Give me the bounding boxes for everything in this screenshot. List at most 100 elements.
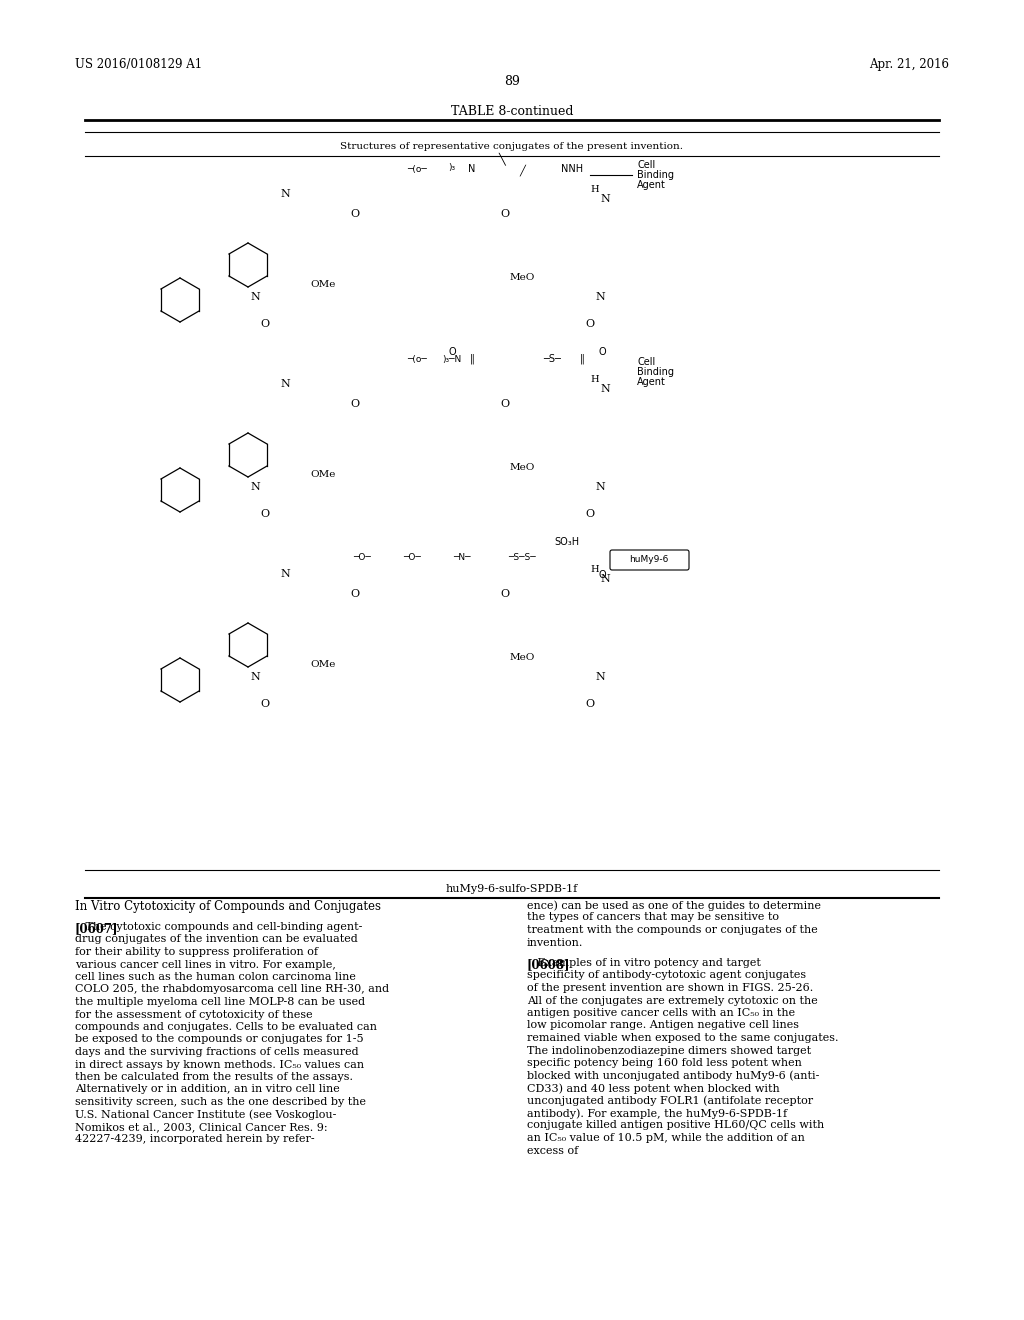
- Text: invention.: invention.: [527, 937, 584, 948]
- Text: Nomikos et al., 2003, Clinical Cancer Res. 9:: Nomikos et al., 2003, Clinical Cancer Re…: [75, 1122, 328, 1133]
- Text: the multiple myeloma cell line MOLP-8 can be used: the multiple myeloma cell line MOLP-8 ca…: [75, 997, 366, 1007]
- Text: H: H: [591, 185, 599, 194]
- Bar: [85, 158, 939, 337]
- Text: COLO 205, the rhabdomyosarcoma cell line RH-30, and: COLO 205, the rhabdomyosarcoma cell line…: [75, 985, 389, 994]
- Text: 89: 89: [504, 75, 520, 88]
- Text: MeO: MeO: [510, 273, 535, 282]
- Text: ─(o─: ─(o─: [408, 165, 427, 174]
- Text: ─O─: ─O─: [353, 553, 371, 562]
- Bar: [85, 539, 939, 862]
- Text: N: N: [600, 194, 610, 205]
- Text: OMe: OMe: [310, 280, 336, 289]
- Text: O: O: [586, 510, 595, 519]
- Text: specificity of antibody-cytotoxic agent conjugates: specificity of antibody-cytotoxic agent …: [527, 970, 806, 981]
- Text: N: N: [600, 384, 610, 393]
- Text: remained viable when exposed to the same conjugates.: remained viable when exposed to the same…: [527, 1034, 839, 1043]
- Text: 42227-4239, incorporated herein by refer-: 42227-4239, incorporated herein by refer…: [75, 1134, 314, 1144]
- Text: O: O: [501, 399, 510, 409]
- Text: N: N: [250, 482, 260, 492]
- Text: N: N: [600, 574, 610, 583]
- Text: O: O: [350, 399, 359, 409]
- Text: )₃: )₃: [449, 162, 456, 172]
- Text: O: O: [598, 570, 606, 579]
- Text: of the present invention are shown in FIGS. 25-26.: of the present invention are shown in FI…: [527, 983, 813, 993]
- Text: then be calculated from the results of the assays.: then be calculated from the results of t…: [75, 1072, 353, 1082]
- Text: Agent: Agent: [637, 180, 666, 190]
- Text: an IC₅₀ value of 10.5 pM, while the addition of an: an IC₅₀ value of 10.5 pM, while the addi…: [527, 1133, 805, 1143]
- Text: CD33) and 40 less potent when blocked with: CD33) and 40 less potent when blocked wi…: [527, 1082, 779, 1093]
- Text: compounds and conjugates. Cells to be evaluated can: compounds and conjugates. Cells to be ev…: [75, 1022, 377, 1032]
- Text: unconjugated antibody FOLR1 (antifolate receptor: unconjugated antibody FOLR1 (antifolate …: [527, 1096, 813, 1106]
- Text: O: O: [586, 319, 595, 329]
- Text: O: O: [350, 589, 359, 599]
- Text: TABLE 8-continued: TABLE 8-continued: [451, 106, 573, 117]
- FancyBboxPatch shape: [610, 550, 689, 570]
- Text: N: N: [595, 292, 605, 302]
- Text: US 2016/0108129 A1: US 2016/0108129 A1: [75, 58, 202, 71]
- Text: sensitivity screen, such as the one described by the: sensitivity screen, such as the one desc…: [75, 1097, 366, 1107]
- Text: )₃─N: )₃─N: [442, 355, 462, 364]
- Text: Cell: Cell: [637, 356, 655, 367]
- Text: H: H: [591, 565, 599, 574]
- Text: N: N: [281, 569, 290, 579]
- Text: Binding: Binding: [637, 170, 674, 180]
- Text: N: N: [468, 164, 476, 174]
- Text: N: N: [595, 672, 605, 682]
- Text: Examples of in vitro potency and target: Examples of in vitro potency and target: [527, 958, 761, 968]
- Text: various cancer cell lines in vitro. For example,: various cancer cell lines in vitro. For …: [75, 960, 336, 969]
- Text: N: N: [250, 292, 260, 302]
- Text: ─N─: ─N─: [454, 553, 471, 562]
- Text: O: O: [501, 209, 510, 219]
- Text: for their ability to suppress proliferation of: for their ability to suppress proliferat…: [75, 946, 318, 957]
- Text: The indolinobenzodiazepine dimers showed target: The indolinobenzodiazepine dimers showed…: [527, 1045, 811, 1056]
- Text: NNH: NNH: [561, 164, 583, 174]
- Text: Binding: Binding: [637, 367, 674, 378]
- Text: ‖: ‖: [580, 354, 585, 364]
- Text: MeO: MeO: [510, 463, 535, 473]
- Text: ─(o─: ─(o─: [408, 355, 427, 364]
- Text: cell lines such as the human colon carcinoma line: cell lines such as the human colon carci…: [75, 972, 356, 982]
- Text: OMe: OMe: [310, 660, 336, 669]
- Text: antigen positive cancer cells with an IC₅₀ in the: antigen positive cancer cells with an IC…: [527, 1008, 795, 1018]
- Text: for the assessment of cytotoxicity of these: for the assessment of cytotoxicity of th…: [75, 1010, 312, 1019]
- Text: O: O: [501, 589, 510, 599]
- Text: treatment with the compounds or conjugates of the: treatment with the compounds or conjugat…: [527, 925, 818, 935]
- Text: antibody). For example, the huMy9-6-SPDB-1f: antibody). For example, the huMy9-6-SPDB…: [527, 1107, 787, 1118]
- Text: Cell: Cell: [637, 160, 655, 170]
- Text: N: N: [250, 672, 260, 682]
- Text: conjugate killed antigen positive HL60/QC cells with: conjugate killed antigen positive HL60/Q…: [527, 1121, 824, 1130]
- Text: Structures of representative conjugates of the present invention.: Structures of representative conjugates …: [341, 143, 683, 150]
- Text: ence) can be used as one of the guides to determine: ence) can be used as one of the guides t…: [527, 900, 821, 911]
- Text: H: H: [591, 375, 599, 384]
- Text: N: N: [281, 189, 290, 199]
- Text: Alternatively or in addition, an in vitro cell line: Alternatively or in addition, an in vitr…: [75, 1085, 340, 1094]
- Text: N: N: [281, 379, 290, 389]
- Text: MeO: MeO: [510, 653, 535, 663]
- Text: U.S. National Cancer Institute (see Voskoglou-: U.S. National Cancer Institute (see Vosk…: [75, 1110, 336, 1121]
- Text: drug conjugates of the invention can be evaluated: drug conjugates of the invention can be …: [75, 935, 357, 945]
- Text: [0608]: [0608]: [527, 958, 570, 972]
- Text: huMy9-6: huMy9-6: [630, 556, 669, 565]
- Text: ‖: ‖: [470, 354, 474, 364]
- Text: O: O: [260, 700, 269, 709]
- Text: be exposed to the compounds or conjugates for 1-5: be exposed to the compounds or conjugate…: [75, 1035, 364, 1044]
- Text: In Vitro Cytotoxicity of Compounds and Conjugates: In Vitro Cytotoxicity of Compounds and C…: [75, 900, 381, 913]
- Text: O: O: [586, 700, 595, 709]
- Text: ╱: ╱: [519, 165, 525, 177]
- Text: O: O: [260, 510, 269, 519]
- Text: N: N: [595, 482, 605, 492]
- Text: All of the conjugates are extremely cytotoxic on the: All of the conjugates are extremely cyto…: [527, 995, 818, 1006]
- Text: low picomolar range. Antigen negative cell lines: low picomolar range. Antigen negative ce…: [527, 1020, 799, 1031]
- Text: O: O: [260, 319, 269, 329]
- Text: OMe: OMe: [310, 470, 336, 479]
- Text: ─S─: ─S─: [543, 354, 561, 364]
- Text: Apr. 21, 2016: Apr. 21, 2016: [869, 58, 949, 71]
- Text: O: O: [449, 347, 456, 356]
- Text: specific potency being 160 fold less potent when: specific potency being 160 fold less pot…: [527, 1059, 802, 1068]
- Text: Agent: Agent: [637, 378, 666, 387]
- Bar: [85, 348, 939, 527]
- Text: ╲: ╲: [499, 152, 506, 165]
- Text: SO₃H: SO₃H: [554, 537, 580, 546]
- Text: [0607]: [0607]: [75, 921, 119, 935]
- Text: O: O: [350, 209, 359, 219]
